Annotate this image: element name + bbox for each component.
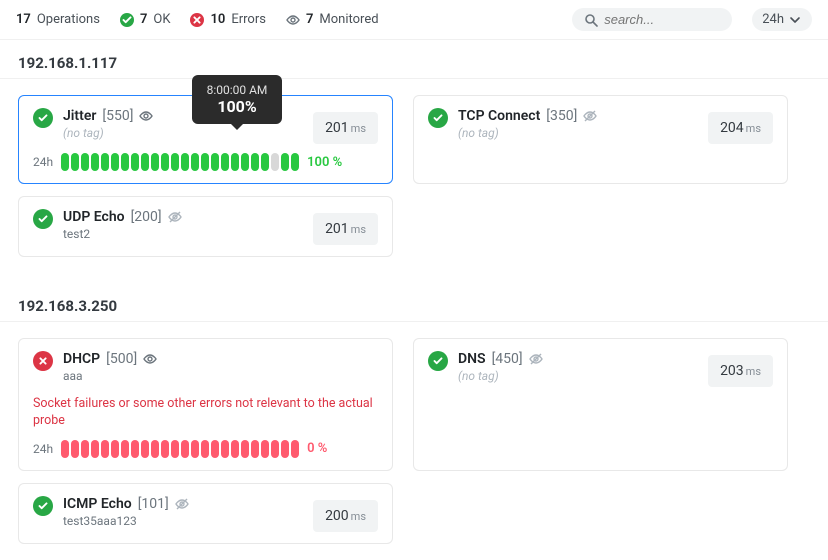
ok-count: 7: [140, 12, 147, 27]
latency-value: 201: [325, 221, 349, 237]
stat-operations: 17 Operations: [16, 12, 100, 27]
bar-track: [61, 440, 299, 458]
topbar: 17 Operations 7 OK 10 Errors 7 Monitored…: [0, 0, 828, 40]
bar-label: 24h: [33, 155, 53, 169]
check-icon: [33, 496, 53, 516]
card-id: [350]: [546, 108, 577, 124]
errors-label: Errors: [231, 12, 266, 27]
latency-value: 200: [325, 508, 349, 524]
chevron-down-icon: [788, 13, 802, 27]
search-input[interactable]: [604, 12, 720, 27]
search-icon: [584, 13, 598, 27]
eye-off-icon[interactable]: [175, 497, 189, 511]
latency-unit: ms: [351, 223, 366, 236]
latency-value: 201: [325, 120, 349, 136]
time-range-value: 24h: [762, 12, 784, 27]
eye-icon: [286, 13, 300, 27]
error-message: Socket failures or some other errors not…: [33, 395, 378, 430]
card-title: UDP Echo: [63, 209, 125, 225]
card-tag: (no tag): [63, 124, 153, 143]
card-title: DHCP: [63, 351, 100, 367]
card-id: [550]: [102, 108, 133, 124]
card-title: TCP Connect: [458, 108, 540, 124]
group-header: 192.168.3.250: [0, 283, 828, 322]
bar-percent: 0 %: [307, 441, 327, 456]
check-icon: [33, 209, 53, 229]
latency-unit: ms: [746, 365, 761, 378]
operation-card-dns[interactable]: DNS [450] (no tag) 203 ms: [413, 338, 788, 470]
card-tag: (no tag): [458, 124, 597, 143]
operations-label: Operations: [37, 12, 100, 27]
bar-track: [61, 153, 299, 171]
operations-count: 17: [16, 12, 31, 27]
eye-off-icon[interactable]: [529, 352, 543, 366]
search-wrap[interactable]: [572, 8, 732, 31]
latency-value: 204: [720, 120, 744, 136]
check-icon: [428, 108, 448, 128]
check-icon: [428, 351, 448, 371]
card-id: [450]: [492, 351, 523, 367]
operation-card-udp[interactable]: UDP Echo [200] test2 201 ms: [18, 196, 393, 257]
card-id: [101]: [138, 496, 169, 512]
card-id: [500]: [106, 351, 137, 367]
latency-unit: ms: [351, 510, 366, 523]
check-icon: [33, 108, 53, 128]
tooltip-value: 100%: [206, 97, 268, 116]
x-icon: [190, 13, 204, 27]
card-title: Jitter: [63, 108, 96, 124]
stat-monitored: 7 Monitored: [286, 12, 379, 27]
latency-unit: ms: [746, 122, 761, 135]
latency-pill: 200 ms: [313, 500, 378, 532]
latency-pill: 204 ms: [708, 112, 773, 144]
bar-label: 24h: [33, 442, 53, 456]
uptime-bar: 24h 0 %: [33, 440, 378, 458]
eye-icon[interactable]: [143, 352, 157, 366]
errors-count: 10: [210, 12, 225, 27]
operation-card-icmp[interactable]: ICMP Echo [101] test35aaa123 200 ms: [18, 483, 393, 544]
card-tag: (no tag): [458, 367, 543, 386]
latency-unit: ms: [351, 122, 366, 135]
card-id: [200]: [131, 209, 162, 225]
hover-tooltip: 8:00:00 AM 100%: [192, 75, 282, 124]
card-tag: aaa: [63, 367, 157, 386]
card-tag: test2: [63, 225, 182, 244]
monitored-label: Monitored: [319, 12, 378, 27]
check-icon: [120, 13, 134, 27]
eye-off-icon[interactable]: [168, 210, 182, 224]
card-title: ICMP Echo: [63, 496, 132, 512]
card-tag: test35aaa123: [63, 512, 189, 531]
time-range-select[interactable]: 24h: [752, 8, 812, 31]
latency-value: 203: [720, 363, 744, 379]
ok-label: OK: [153, 12, 170, 27]
latency-pill: 201 ms: [313, 213, 378, 245]
eye-off-icon[interactable]: [583, 109, 597, 123]
monitored-count: 7: [306, 12, 313, 27]
operation-card-tcp[interactable]: TCP Connect [350] (no tag) 204 ms: [413, 95, 788, 184]
bar-percent: 100 %: [307, 155, 342, 170]
group-header: 192.168.1.117: [0, 40, 828, 79]
latency-pill: 203 ms: [708, 355, 773, 387]
operation-card-dhcp[interactable]: DHCP [500] aaa Socket failures or some o…: [18, 338, 393, 470]
tooltip-time: 8:00:00 AM: [206, 83, 268, 97]
eye-icon[interactable]: [139, 109, 153, 123]
stat-ok: 7 OK: [120, 12, 171, 27]
x-icon: [33, 351, 53, 371]
uptime-bar: 24h 100 %: [33, 153, 378, 171]
stat-errors: 10 Errors: [190, 12, 265, 27]
latency-pill: 201 ms: [313, 112, 378, 144]
card-title: DNS: [458, 351, 486, 367]
